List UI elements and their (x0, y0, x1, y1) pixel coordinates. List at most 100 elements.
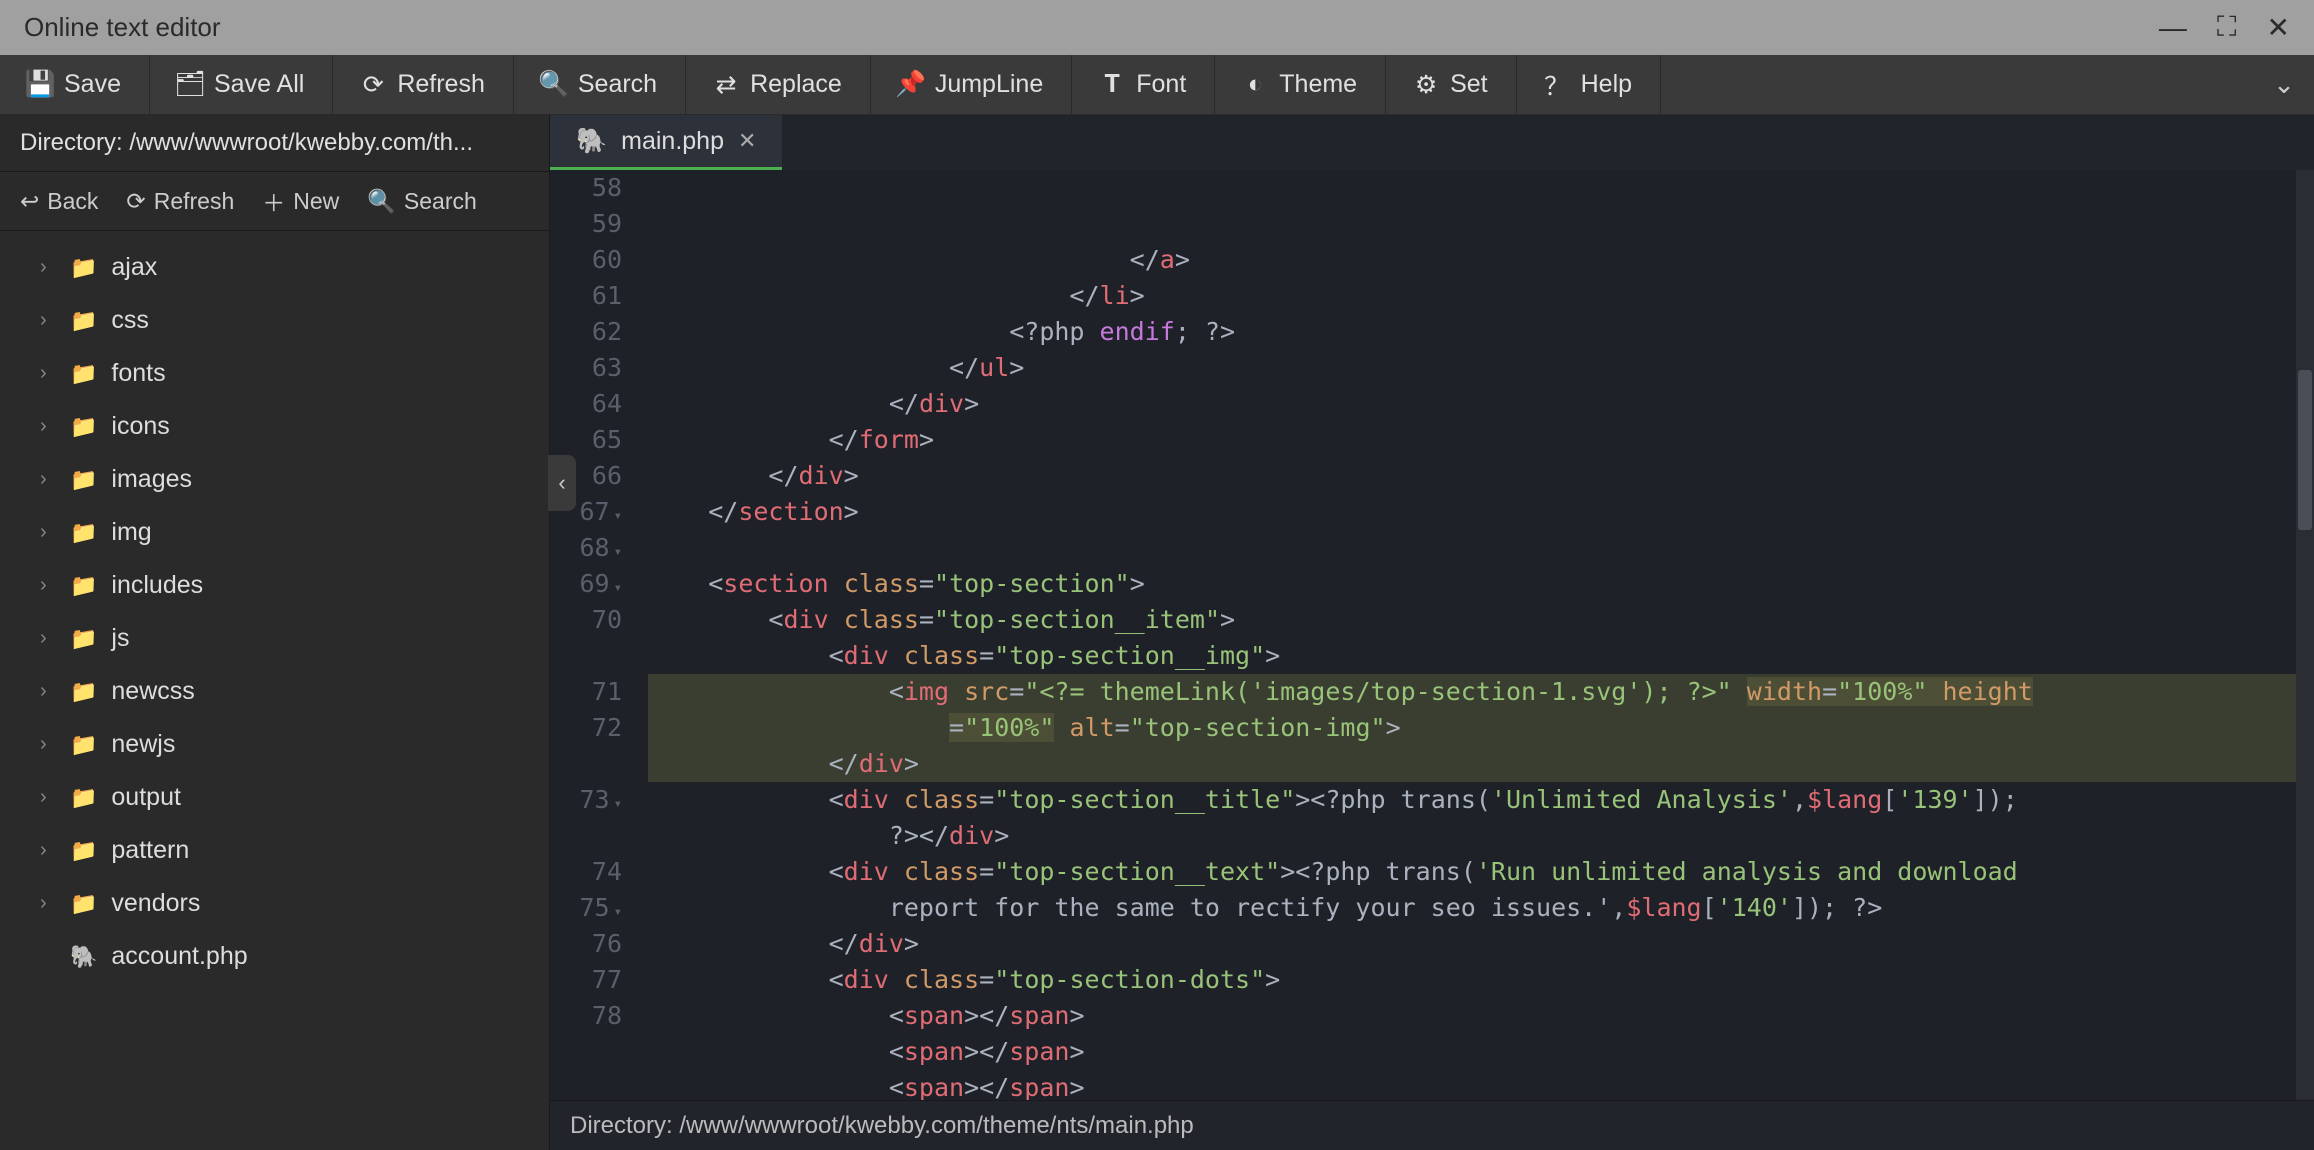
line-number: 73 (550, 782, 622, 818)
minimize-icon[interactable]: — (2159, 12, 2187, 44)
folder-label: fonts (111, 359, 165, 388)
sidebar-actions: ↩ Back ⟳ Refresh ＋ New 🔍 Search (0, 172, 549, 231)
close-icon[interactable]: ✕ (2267, 11, 2290, 44)
plus-icon: ＋ (262, 184, 285, 218)
save-all-label: Save All (214, 70, 304, 99)
folder-css[interactable]: ›📁css (0, 294, 549, 347)
theme-label: Theme (1279, 70, 1357, 99)
code-line[interactable]: </div> (648, 746, 2314, 782)
file-tree[interactable]: ›📁ajax›📁css›📁fonts›📁icons›📁images›📁img›📁… (0, 231, 549, 1150)
maximize-icon[interactable]: ⛶ (2217, 11, 2237, 44)
back-label: Back (47, 188, 98, 215)
code-line[interactable]: report for the same to rectify your seo … (648, 890, 2314, 926)
theme-button[interactable]: ◐ Theme (1215, 55, 1386, 114)
folder-img[interactable]: ›📁img (0, 506, 549, 559)
code-line[interactable]: </div> (648, 458, 2314, 494)
folder-newjs[interactable]: ›📁newjs (0, 718, 549, 771)
code-line[interactable]: <?php endif; ?> (648, 314, 2314, 350)
gear-icon: ⚙ (1414, 73, 1438, 97)
folder-images[interactable]: ›📁images (0, 453, 549, 506)
folder-label: newjs (111, 730, 175, 759)
file-account-php[interactable]: 🐘account.php (0, 930, 549, 983)
code-line[interactable]: <img src="<?= themeLink('images/top-sect… (648, 674, 2314, 710)
line-gutter: 5859606162636465666768697071727374757677… (550, 170, 640, 1100)
vertical-scrollbar[interactable] (2296, 170, 2314, 1100)
new-button[interactable]: ＋ New (262, 184, 339, 218)
folder-fonts[interactable]: ›📁fonts (0, 347, 549, 400)
code-line[interactable]: <div class="top-section__title"><?php tr… (648, 782, 2314, 818)
settings-button[interactable]: ⚙ Set (1386, 55, 1517, 114)
folder-label: vendors (111, 889, 200, 918)
code-line[interactable]: <div class="top-section__text"><?php tra… (648, 854, 2314, 890)
code-line[interactable]: <span></span> (648, 1070, 2314, 1100)
folder-ajax[interactable]: ›📁ajax (0, 241, 549, 294)
tab-main-php[interactable]: 🐘 main.php ✕ (550, 115, 782, 170)
tab-close-icon[interactable]: ✕ (738, 128, 756, 154)
folder-icons[interactable]: ›📁icons (0, 400, 549, 453)
code-line[interactable]: <span></span> (648, 1034, 2314, 1070)
code-line[interactable]: ="100%" alt="top-section-img"> (648, 710, 2314, 746)
line-number: 61 (550, 278, 622, 314)
font-button[interactable]: 𝐓 Font (1072, 55, 1215, 114)
save-button[interactable]: 💾 Save (0, 55, 150, 114)
sidebar-collapse-button[interactable]: ‹ (548, 455, 576, 511)
toolbar-more-button[interactable]: ⌄ (2254, 55, 2314, 114)
code-line[interactable]: </form> (648, 422, 2314, 458)
code-line[interactable]: </a> (648, 242, 2314, 278)
code-line[interactable]: </ul> (648, 350, 2314, 386)
new-label: New (293, 188, 339, 215)
code-line[interactable]: <span></span> (648, 998, 2314, 1034)
chevron-right-icon: › (40, 415, 56, 438)
back-button[interactable]: ↩ Back (20, 184, 98, 218)
sidebar-refresh-label: Refresh (154, 188, 235, 215)
sidebar-refresh-button[interactable]: ⟳ Refresh (126, 184, 234, 218)
code-line[interactable]: </div> (648, 926, 2314, 962)
folder-includes[interactable]: ›📁includes (0, 559, 549, 612)
scrollbar-thumb[interactable] (2298, 370, 2312, 530)
folder-newcss[interactable]: ›📁newcss (0, 665, 549, 718)
editor-area: ‹ 🐘 main.php ✕ 5859606162636465666768697… (550, 115, 2314, 1150)
line-number: 58 (550, 170, 622, 206)
code-editor[interactable]: 5859606162636465666768697071727374757677… (550, 170, 2314, 1100)
chevron-right-icon: › (40, 574, 56, 597)
search-button[interactable]: 🔍 Search (514, 55, 686, 114)
line-number: 70 (550, 602, 622, 638)
folder-js[interactable]: ›📁js (0, 612, 549, 665)
sidebar: Directory: /www/wwwroot/kwebby.com/th...… (0, 115, 550, 1150)
window-title: Online text editor (24, 12, 221, 43)
code-line[interactable]: ?></div> (648, 818, 2314, 854)
statusbar-path: Directory: /www/wwwroot/kwebby.com/theme… (570, 1112, 1194, 1140)
code-line[interactable]: <div class="top-section-dots"> (648, 962, 2314, 998)
line-number: 69 (550, 566, 622, 602)
help-label: Help (1581, 70, 1632, 99)
chevron-right-icon: › (40, 256, 56, 279)
code-line[interactable]: </div> (648, 386, 2314, 422)
sidebar-search-button[interactable]: 🔍 Search (367, 184, 477, 218)
jumpline-button[interactable]: 📌 JumpLine (871, 55, 1072, 114)
line-number: 74 (550, 854, 622, 890)
line-number: 77 (550, 962, 622, 998)
code-line[interactable]: <div class="top-section__img"> (648, 638, 2314, 674)
folder-pattern[interactable]: ›📁pattern (0, 824, 549, 877)
folder-icon: 📁 (70, 838, 97, 864)
line-number: 65 (550, 422, 622, 458)
code-line[interactable]: <div class="top-section__item"> (648, 602, 2314, 638)
line-number: 76 (550, 926, 622, 962)
sidebar-search-label: Search (404, 188, 477, 215)
folder-label: includes (111, 571, 203, 600)
folder-icon: 📁 (70, 891, 97, 917)
folder-label: images (111, 465, 192, 494)
code-line[interactable] (648, 530, 2314, 566)
code-line[interactable]: </section> (648, 494, 2314, 530)
code-line[interactable]: <section class="top-section"> (648, 566, 2314, 602)
help-button[interactable]: ？ Help (1517, 55, 1661, 114)
line-number: 60 (550, 242, 622, 278)
code-content[interactable]: </a> </li> <?php endif; ?> </ul> </div> … (640, 170, 2314, 1100)
save-all-button[interactable]: 🗂 Save All (150, 55, 333, 114)
code-line[interactable]: </li> (648, 278, 2314, 314)
folder-icon: 📁 (70, 467, 97, 493)
refresh-button[interactable]: ⟳ Refresh (333, 55, 514, 114)
folder-vendors[interactable]: ›📁vendors (0, 877, 549, 930)
folder-output[interactable]: ›📁output (0, 771, 549, 824)
replace-button[interactable]: ⇄ Replace (686, 55, 871, 114)
